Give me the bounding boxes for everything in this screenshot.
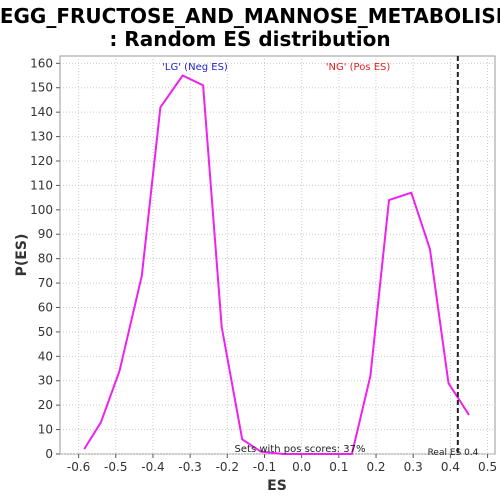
y-tick-label: 20 — [38, 398, 53, 412]
y-tick-label: 80 — [38, 252, 53, 266]
x-tick-label: -0.2 — [216, 460, 239, 474]
x-tick-label: 0.2 — [366, 460, 385, 474]
y-tick-label: 120 — [30, 154, 53, 168]
y-tick-label: 90 — [38, 227, 53, 241]
x-tick-label: 0.4 — [441, 460, 460, 474]
pos-es-label: 'NG' (Pos ES) — [326, 62, 391, 73]
x-tick-label: -0.3 — [178, 460, 201, 474]
plot-area — [59, 55, 496, 455]
chart-title-line2: : Random ES distribution — [109, 27, 390, 51]
x-axis: -0.6 -0.5 -0.4 -0.3 -0.2 -0.1 0.0 0.1 0.2 0.3 0.4 0… — [67, 454, 497, 474]
y-tick-label: 150 — [30, 81, 53, 95]
neg-es-label: 'LG' (Neg ES) — [162, 62, 228, 73]
y-tick-label: 60 — [38, 300, 53, 314]
x-tick-label: 0.0 — [292, 460, 311, 474]
y-tick-label: 130 — [30, 130, 53, 144]
grid-lines — [60, 56, 495, 455]
series-layer — [83, 74, 470, 455]
x-tick-label: 0.5 — [478, 460, 497, 474]
y-tick-label: 50 — [38, 325, 53, 339]
y-tick-label: 70 — [38, 276, 53, 290]
x-tick-label: -0.5 — [104, 460, 127, 474]
x-tick-label: -0.1 — [253, 460, 276, 474]
y-axis: 0 10 20 30 40 50 60 70 80 90 100 110 120 130 140 150 160 — [30, 56, 60, 461]
y-tick-label: 160 — [30, 56, 53, 70]
y-tick-label: 10 — [38, 423, 53, 437]
y-tick-label: 40 — [38, 349, 53, 363]
es-distribution-line — [83, 74, 470, 455]
y-tick-label: 0 — [45, 447, 53, 461]
x-tick-label: 0.3 — [404, 460, 423, 474]
y-tick-label: 30 — [38, 374, 53, 388]
x-tick-label: 0.1 — [329, 460, 348, 474]
sets-pos-scores-label: Sets with pos scores: 37% — [235, 444, 366, 455]
x-axis-label: ES — [267, 478, 287, 494]
y-tick-label: 140 — [30, 105, 53, 119]
x-tick-label: -0.4 — [141, 460, 164, 474]
y-tick-label: 100 — [30, 203, 53, 217]
y-axis-label: P(ES) — [14, 234, 30, 277]
real-es-label: Real ES 0.4 — [428, 448, 479, 458]
x-tick-label: -0.6 — [67, 460, 90, 474]
y-tick-label: 110 — [30, 178, 53, 192]
chart-title-line1: KEGG_FRUCTOSE_AND_MANNOSE_METABOLISM — [0, 4, 500, 28]
